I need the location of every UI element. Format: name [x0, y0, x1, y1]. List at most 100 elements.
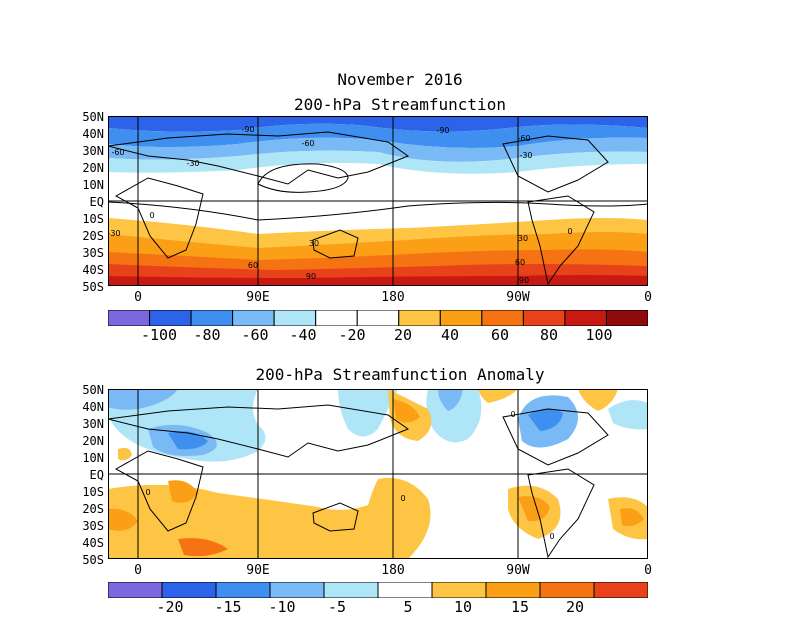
continent-outline [108, 404, 410, 458]
colorbar-swatch [356, 310, 400, 326]
colorbar-swatch [269, 582, 325, 598]
colorbar-label: 20 [565, 598, 585, 616]
anomaly-map: 0 0 0 0 [108, 389, 648, 559]
lat-label: 30N [82, 144, 104, 158]
anomaly-area [168, 431, 208, 450]
lat-label: 20S [82, 229, 104, 243]
shade-band [108, 116, 648, 132]
panel2-title: 200-hPa Streamfunction Anomaly [255, 365, 545, 384]
anomaly-area [518, 496, 550, 522]
colorbar-swatch [593, 582, 648, 598]
contour-label: -90 [241, 125, 254, 134]
lat-label: 40S [82, 263, 104, 277]
colorbar-swatch [522, 310, 566, 326]
anomaly-area [426, 389, 482, 443]
contour-label: 90 [306, 272, 316, 281]
colorbar-swatch [377, 582, 433, 598]
colorbar-label: -20 [338, 326, 366, 344]
lat-label: EQ [89, 195, 104, 209]
lat-label: 40N [82, 400, 104, 414]
colorbar-label: 80 [539, 326, 559, 344]
colorbar-label: 10 [453, 598, 473, 616]
contour-line [108, 201, 648, 221]
contour-label: 0 [145, 488, 150, 497]
contour-label: 0 [510, 410, 515, 419]
lon-label: 180 [381, 290, 405, 305]
colorbar-label: -80 [193, 326, 221, 344]
lat-label: 30S [82, 246, 104, 260]
anomaly-area [338, 389, 398, 437]
continent-outline [114, 177, 204, 259]
lat-label: 40S [82, 536, 104, 550]
colorbar-swatch [431, 582, 487, 598]
colorbar-swatch [481, 310, 524, 326]
lon-label: 90W [506, 563, 530, 578]
continent-outline [312, 502, 359, 532]
anomaly-area [528, 408, 563, 431]
anomaly-area [478, 389, 518, 403]
colorbar-swatch [232, 310, 275, 326]
continent-outline [108, 131, 410, 185]
lat-label: 10N [82, 178, 104, 192]
contour-label: 60 [248, 261, 258, 270]
contour-label: -60 [301, 139, 314, 148]
colorbar-label: 5 [403, 598, 413, 616]
colorbar-swatch [315, 310, 358, 326]
anomaly-area [608, 400, 648, 430]
contour-label: -60 [517, 134, 530, 143]
lat-label: 50S [82, 553, 104, 567]
shade-band [108, 137, 648, 162]
panel1-title: 200-hPa Streamfunction [294, 95, 506, 114]
anomaly-area [620, 508, 644, 527]
shade-band [108, 150, 648, 174]
colorbar-label: 15 [510, 598, 530, 616]
map-frame [108, 116, 648, 286]
colorbar-swatch [161, 582, 217, 598]
contour-label: -60 [111, 148, 124, 157]
lon-label: 90E [246, 563, 270, 578]
lat-label: 30N [82, 417, 104, 431]
contour-label: 30 [518, 234, 528, 243]
lon-label: 0 [644, 290, 652, 305]
contour-label: -30 [108, 229, 121, 238]
colorbar-swatch [485, 582, 541, 598]
lon-label: 90W [506, 290, 530, 305]
lat-label: 50N [82, 110, 104, 124]
lon-label: 180 [381, 563, 405, 578]
lon-label: 0 [134, 290, 142, 305]
colorbar-swatch [215, 582, 271, 598]
contour-label: -30 [519, 151, 532, 160]
contour-label: 30 [309, 239, 319, 248]
colorbar-anomaly [108, 582, 648, 598]
lat-label: 20S [82, 502, 104, 516]
lat-label: 20N [82, 434, 104, 448]
map-frame [108, 389, 648, 559]
colorbar-swatch [108, 582, 163, 598]
contour-label: -90 [436, 126, 449, 135]
lat-label: 50N [82, 383, 104, 397]
continent-outline [312, 229, 359, 259]
colorbar-swatch [605, 310, 648, 326]
continent-outline [502, 135, 609, 193]
colorbar-swatch [539, 582, 595, 598]
figure-title: November 2016 [337, 70, 463, 89]
lon-label: 0 [644, 563, 652, 578]
colorbar-swatch [323, 582, 379, 598]
anomaly-area [108, 508, 138, 531]
contour-label: 60 [515, 258, 525, 267]
continent-outline [114, 450, 204, 532]
contour-label: 0 [549, 532, 554, 541]
colorbar-swatch [439, 310, 483, 326]
shade-band [108, 275, 648, 286]
anomaly-area [364, 477, 431, 559]
colorbar-label: -20 [156, 598, 184, 616]
colorbar-label: 40 [440, 326, 460, 344]
lat-label: 20N [82, 161, 104, 175]
lon-label: 90E [246, 290, 270, 305]
colorbar-swatch [190, 310, 234, 326]
contour-label: 0 [567, 227, 572, 236]
colorbar-label: -60 [241, 326, 269, 344]
lat-label: 30S [82, 519, 104, 533]
colorbar-swatch [108, 310, 151, 326]
anomaly-area [118, 447, 132, 461]
